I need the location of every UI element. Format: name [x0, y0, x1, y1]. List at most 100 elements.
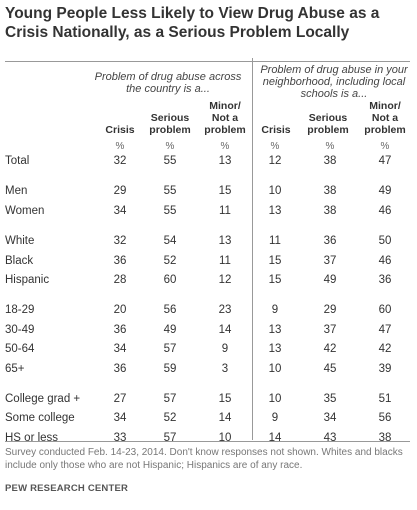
local-value-cell: 11	[269, 235, 281, 248]
table-row: Men 29 55 15 10 38 49	[0, 185, 417, 202]
local-value-cell: 37	[323, 323, 337, 336]
local-value-cell: 47	[378, 323, 392, 336]
national-value-cell: 52	[163, 254, 177, 267]
local-value-cell: 34	[323, 412, 337, 425]
national-value-cell: 9	[221, 343, 229, 356]
national-value-cell: 59	[163, 362, 177, 375]
local-value-cell: 15	[268, 254, 282, 267]
table-row: White 32 54 13 11 36 50	[0, 235, 417, 252]
national-value-cell: 34	[113, 204, 127, 217]
local-value-cell: 38	[323, 185, 337, 198]
national-value-cell: 55	[163, 185, 177, 198]
national-value-cell: 13	[218, 235, 232, 248]
chart-source: PEW RESEARCH CENTER	[5, 483, 129, 494]
row-label: HS or less	[5, 431, 59, 444]
local-value-cell: 13	[268, 343, 282, 356]
col-national-crisis: Crisis	[105, 124, 135, 136]
table-row: Hispanic 28 60 12 15 49 36	[0, 274, 417, 291]
row-label: College grad +	[5, 393, 81, 405]
local-value-cell: 9	[271, 304, 279, 317]
national-value-cell: 56	[163, 304, 177, 317]
local-value-cell: 35	[323, 393, 337, 405]
table-row: HS or less 33 57 10 14 43 38	[0, 432, 417, 449]
percent-unit-label: %	[220, 141, 230, 152]
table-row: 30-49 36 49 14 13 37 47	[0, 324, 417, 341]
percent-unit-label: %	[115, 141, 125, 152]
national-value-cell: 15	[218, 185, 232, 198]
national-value-cell: 3	[221, 362, 229, 375]
chart-title: Young People Less Likely to View Drug Ab…	[5, 5, 380, 41]
group-header-national: Problem of drug abuse across the country…	[94, 71, 242, 95]
local-value-cell: 60	[378, 304, 392, 317]
row-label: Total	[5, 155, 30, 167]
col-local-crisis: Crisis	[261, 124, 291, 136]
row-label: 65+	[5, 362, 25, 375]
percent-unit-label: %	[325, 141, 335, 152]
national-value-cell: 36	[113, 362, 127, 375]
local-value-cell: 36	[323, 235, 337, 248]
table-row: 65+ 36 59 3 10 45 39	[0, 363, 417, 380]
national-value-cell: 55	[163, 204, 177, 217]
national-value-cell: 57	[163, 431, 177, 444]
national-value-cell: 23	[218, 304, 232, 317]
national-value-cell: 55	[163, 155, 177, 167]
row-label: 18-29	[5, 304, 35, 317]
local-value-cell: 13	[268, 204, 282, 217]
local-value-cell: 49	[323, 274, 337, 286]
local-value-cell: 14	[268, 431, 282, 444]
national-value-cell: 10	[218, 431, 232, 444]
national-value-cell: 52	[163, 412, 177, 425]
header-rule	[5, 61, 410, 62]
national-value-cell: 29	[113, 185, 127, 198]
local-value-cell: 39	[378, 362, 392, 375]
local-value-cell: 38	[378, 431, 392, 444]
table-row: Black 36 52 11 15 37 46	[0, 255, 417, 272]
local-value-cell: 50	[378, 235, 392, 248]
national-value-cell: 34	[113, 343, 127, 356]
group-header-local: Problem of drug abuse in your neighborho…	[260, 64, 408, 100]
local-value-cell: 10	[268, 185, 282, 198]
row-label: 50-64	[5, 343, 35, 356]
percent-unit-label: %	[380, 141, 390, 152]
table-row: Women 34 55 11 13 38 46	[0, 205, 417, 222]
table-row: Total 32 55 13 12 38 47	[0, 155, 417, 172]
local-value-cell: 47	[378, 155, 392, 167]
local-value-cell: 51	[378, 393, 392, 405]
local-value-cell: 9	[271, 412, 279, 425]
national-value-cell: 12	[218, 274, 232, 286]
table-row: College grad + 27 57 15 10 35 51	[0, 393, 417, 410]
national-value-cell: 11	[219, 254, 231, 267]
row-label: Some college	[5, 412, 75, 425]
local-value-cell: 36	[378, 274, 392, 286]
row-label: Black	[5, 254, 34, 267]
national-value-cell: 49	[163, 323, 177, 336]
row-label: Women	[5, 204, 45, 217]
national-value-cell: 57	[163, 343, 177, 356]
national-value-cell: 20	[113, 304, 127, 317]
local-value-cell: 13	[268, 323, 282, 336]
footer-rule	[5, 441, 410, 442]
local-value-cell: 56	[378, 412, 392, 425]
local-value-cell: 12	[268, 155, 282, 167]
local-value-cell: 10	[268, 362, 282, 375]
chart-note: Survey conducted Feb. 14-23, 2014. Don't…	[5, 447, 403, 471]
row-label: Hispanic	[5, 274, 50, 286]
local-value-cell: 42	[323, 343, 337, 356]
percent-unit-label: %	[270, 141, 280, 152]
table-row: 18-29 20 56 23 9 29 60	[0, 304, 417, 321]
local-value-cell: 15	[268, 274, 282, 286]
national-value-cell: 15	[218, 393, 232, 405]
national-value-cell: 57	[163, 393, 177, 405]
row-label: White	[5, 235, 35, 248]
col-local-serious: Serious problem	[307, 112, 349, 136]
local-value-cell: 29	[323, 304, 337, 317]
col-national-minor: Minor/ Not a problem	[204, 100, 246, 136]
national-value-cell: 36	[113, 254, 127, 267]
national-value-cell: 11	[219, 204, 231, 217]
national-value-cell: 13	[218, 155, 232, 167]
local-value-cell: 42	[378, 343, 392, 356]
local-value-cell: 38	[323, 155, 337, 167]
row-label: 30-49	[5, 323, 35, 336]
local-value-cell: 45	[323, 362, 337, 375]
national-value-cell: 33	[113, 431, 127, 444]
